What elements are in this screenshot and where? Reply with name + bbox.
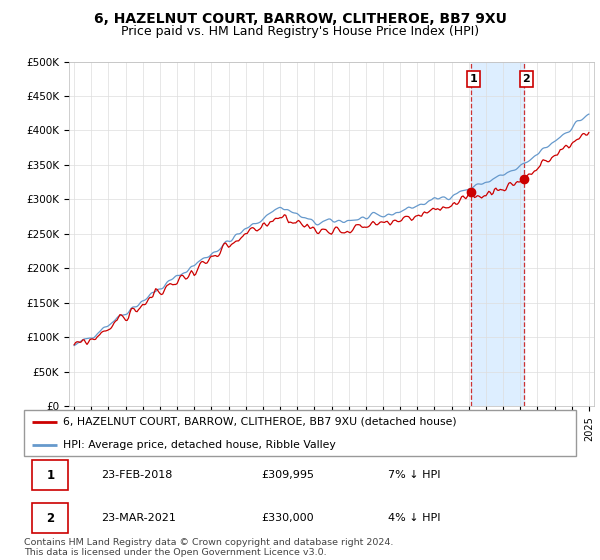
Text: 23-FEB-2018: 23-FEB-2018 [101, 470, 173, 480]
Text: 4% ↓ HPI: 4% ↓ HPI [388, 513, 441, 523]
Text: 7% ↓ HPI: 7% ↓ HPI [388, 470, 441, 480]
FancyBboxPatch shape [32, 503, 68, 533]
Text: 1: 1 [470, 74, 477, 84]
Text: 6, HAZELNUT COURT, BARROW, CLITHEROE, BB7 9XU (detached house): 6, HAZELNUT COURT, BARROW, CLITHEROE, BB… [62, 417, 456, 427]
Text: Contains HM Land Registry data © Crown copyright and database right 2024.
This d: Contains HM Land Registry data © Crown c… [24, 538, 394, 557]
Text: 2: 2 [523, 74, 530, 84]
Text: Price paid vs. HM Land Registry's House Price Index (HPI): Price paid vs. HM Land Registry's House … [121, 25, 479, 38]
Text: HPI: Average price, detached house, Ribble Valley: HPI: Average price, detached house, Ribb… [62, 440, 335, 450]
Text: 23-MAR-2021: 23-MAR-2021 [101, 513, 176, 523]
Text: £309,995: £309,995 [262, 470, 314, 480]
Text: 6, HAZELNUT COURT, BARROW, CLITHEROE, BB7 9XU: 6, HAZELNUT COURT, BARROW, CLITHEROE, BB… [94, 12, 506, 26]
Bar [471, 62, 524, 406]
Text: 2: 2 [46, 512, 55, 525]
FancyBboxPatch shape [32, 460, 68, 489]
Text: £330,000: £330,000 [262, 513, 314, 523]
FancyBboxPatch shape [24, 410, 576, 456]
Text: 1: 1 [46, 469, 55, 482]
